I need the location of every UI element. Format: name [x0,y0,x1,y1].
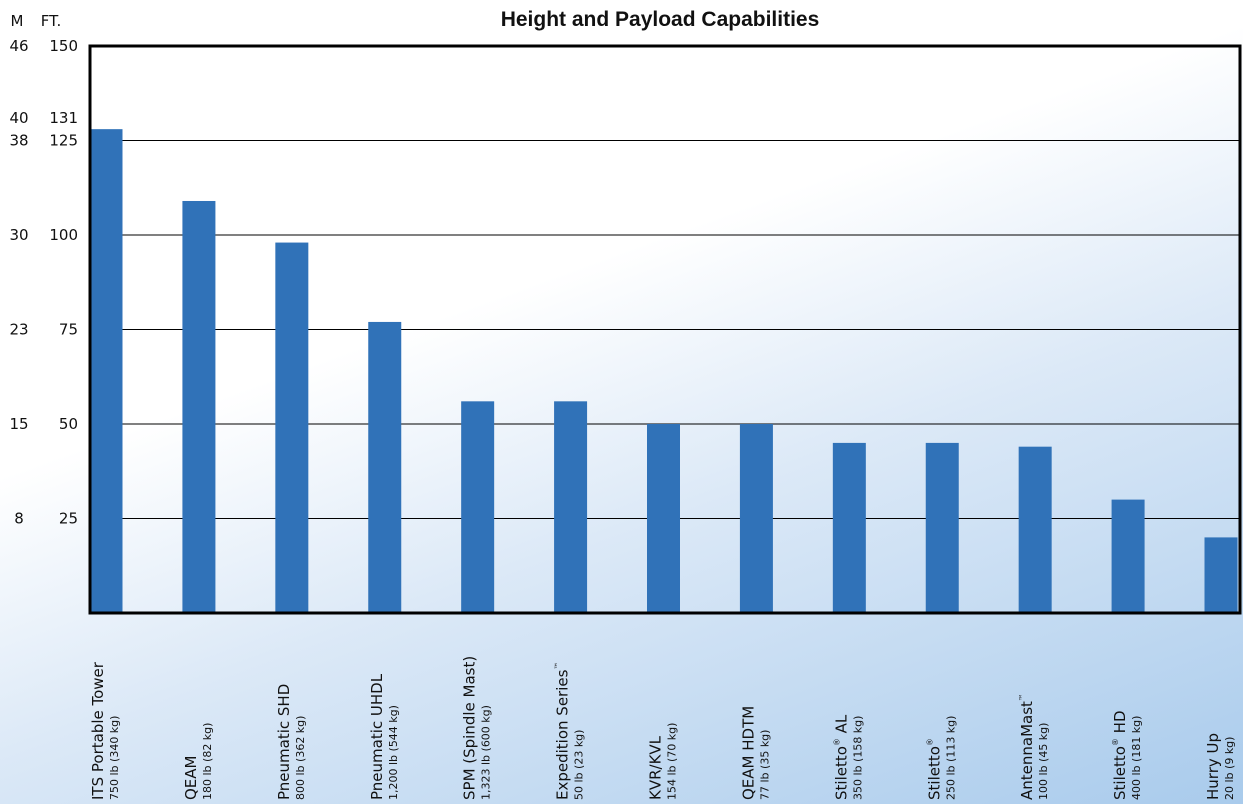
bar [740,424,773,613]
bar [926,443,959,613]
category-payload: 20 lb (9 kg) [1223,737,1236,800]
category-label: QEAM 180 lb (82 kg) [182,723,214,800]
category-name: SPM (Spindle Mast) [461,656,479,800]
category-payload: 400 lb (181 kg) [1130,716,1143,800]
bar [182,201,215,613]
category-label: Stiletto® HD 400 lb (181 kg) [1111,710,1143,800]
category-label: Stiletto® 250 lb (113 kg) [925,716,957,800]
category-label: Pneumatic UHDL 1,200 lb (544 kg) [368,673,400,800]
category-payload: 154 lb (70 kg) [666,723,679,800]
category-label: SPM (Spindle Mast) 1,323 lb (600 kg) [461,656,493,800]
bar [833,443,866,613]
category-payload: 800 lb (362 kg) [294,716,307,800]
meters-axis-header: M [11,12,24,30]
chart-title: Height and Payload Capabilities [501,8,820,31]
category-name: Pneumatic SHD [275,684,293,800]
y-tick-label-feet: 100 [49,226,78,244]
category-name: Hurry Up [1204,733,1222,800]
category-payload: 1,323 lb (600 kg) [480,705,493,800]
y-tick-label-feet: 25 [59,510,78,528]
y-tick-label-meters: 46 [9,37,28,55]
bar [1205,537,1238,613]
bar [461,401,494,613]
category-name: Expedition Series™ [554,662,572,800]
category-label: KVR/KVL 154 lb (70 kg) [647,723,679,800]
category-name: Stiletto® HD [1111,710,1129,800]
category-payload: 250 lb (113 kg) [944,716,957,800]
category-label: Stiletto® AL 350 lb (158 kg) [832,714,864,800]
category-payload: 350 lb (158 kg) [851,716,864,800]
bar [275,243,308,613]
y-tick-label-meters: 23 [9,321,28,339]
category-label: ITS Portable Tower 750 lb (340 kg) [89,661,121,800]
category-label: QEAM HDTM 77 lb (35 kg) [739,706,771,800]
category-label: Hurry Up 20 lb (9 kg) [1204,733,1236,800]
category-labels: ITS Portable Tower 750 lb (340 kg) QEAM 180… [89,656,1236,800]
category-name: AntennaMast™ [1018,693,1036,800]
y-tick-labels: 46 150 40 131 38 125 30 100 23 75 15 50 8 25 [9,37,78,528]
category-name: Stiletto® [925,738,943,800]
category-name: QEAM HDTM [739,706,757,800]
y-tick-label-feet: 150 [49,37,78,55]
category-payload: 180 lb (82 kg) [201,723,214,800]
category-name: QEAM [182,756,200,801]
y-tick-label-meters: 8 [14,510,24,528]
y-tick-label-feet: 125 [49,132,78,150]
bar [554,401,587,613]
bar [1019,447,1052,613]
category-payload: 100 lb (45 kg) [1037,723,1050,800]
y-tick-label-meters: 30 [9,226,28,244]
category-payload: 50 lb (23 kg) [573,730,586,800]
feet-axis-header: FT. [41,12,62,30]
y-tick-label-meters: 40 [9,109,28,127]
bars [90,129,1238,613]
category-name: Pneumatic UHDL [368,673,386,800]
y-tick-label-feet: 75 [59,321,78,339]
category-name: ITS Portable Tower [89,661,107,800]
category-payload: 77 lb (35 kg) [758,730,771,800]
bar [90,129,123,613]
y-tick-label-meters: 38 [9,132,28,150]
bar [647,424,680,613]
y-tick-label-feet: 131 [49,109,78,127]
category-name: KVR/KVL [647,735,665,800]
y-tick-label-feet: 50 [59,415,78,433]
bar [1112,500,1145,613]
category-payload: 750 lb (340 kg) [108,716,121,800]
bar [368,322,401,613]
category-payload: 1,200 lb (544 kg) [387,705,400,800]
category-name: Stiletto® AL [832,714,850,800]
y-tick-label-meters: 15 [9,415,28,433]
category-label: Pneumatic SHD 800 lb (362 kg) [275,684,307,800]
